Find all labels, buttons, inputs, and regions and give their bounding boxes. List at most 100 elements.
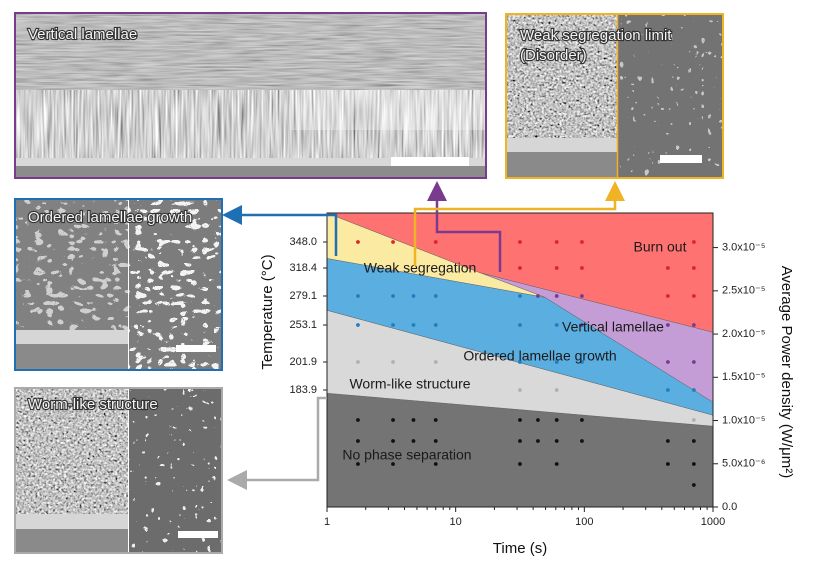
micrograph-highlight [290,90,485,130]
data-point [411,439,416,443]
micrograph-substrate [16,330,128,344]
data-point [356,294,360,298]
y-tick-label: 253.1 [289,319,317,331]
data-point [518,323,522,327]
data-point [665,439,670,443]
data-point [554,294,559,298]
micrograph-tint [16,200,128,330]
scale-bar [176,345,216,352]
panel-title: (Disorder) [520,47,587,64]
data-point [536,439,540,443]
micrograph-tint [618,15,722,177]
y2-tick-label: 2.5x10⁻⁵ [722,285,765,297]
data-point [691,439,696,443]
panel-title: Ordered lamellae growth [28,209,192,226]
micrograph-panel: Ordered lamellae growth [14,198,223,371]
data-point [665,323,670,327]
data-point [554,418,559,422]
panel-border [14,12,487,179]
data-point [411,294,416,298]
panel-title: Vertical lamellae [28,26,137,43]
y2-tick-label: 1.0x10⁻⁵ [722,414,765,426]
y-tick-label: 201.9 [289,356,317,368]
data-point [691,294,696,298]
data-point [518,266,522,270]
data-point [580,323,584,327]
connector-arrow [227,396,327,490]
region-label: No phase separation [342,447,471,463]
data-point [356,360,360,364]
micrograph-texture [16,90,485,158]
data-point [691,462,696,466]
y2-tick-label: 5.0x10⁻⁶ [722,458,765,470]
data-point [391,323,395,327]
data-point [665,294,670,298]
phase-diagram: No phase separation Worm-like structure Or… [289,212,765,528]
data-point [554,323,559,327]
data-point [433,462,438,466]
y-tick-label: 348.0 [289,236,317,248]
panel-border [505,13,724,179]
data-point [518,418,522,422]
micrograph-panel: Weak segregation limit (Disorder) [505,13,724,179]
micrograph-substrate [16,529,128,552]
panel-title: Worm-like structure [28,396,158,413]
region-label: Vertical lamellae [562,319,664,335]
y-tick-label: 279.1 [289,290,317,302]
data-point [518,360,522,364]
data-point [691,360,696,364]
panel-title: Weak segregation limit [520,27,672,44]
data-point [356,439,360,443]
scale-bar [660,155,702,163]
data-point [433,418,438,422]
connector-arrow [413,181,625,266]
data-point [691,388,696,392]
micrograph-substrate [16,344,128,369]
data-point [691,323,696,327]
data-point [356,462,360,466]
data-point [433,323,438,327]
region-label: Weak segregation [364,260,477,276]
data-point [518,439,522,443]
data-point [411,418,416,422]
data-point [411,323,416,327]
data-point [580,240,584,244]
data-point [554,462,559,466]
data-point [391,418,395,422]
y-axis-title: Temperature (°C) [259,254,276,369]
micrograph-panel: Worm-like structure [14,387,223,554]
y2-tick-label: 1.5x10⁻⁵ [722,371,765,383]
data-point [554,360,559,364]
data-point [518,388,522,392]
data-point [433,360,438,364]
data-point [433,240,438,244]
data-point [665,266,670,270]
x-tick-label: 100 [575,516,593,528]
y2-axis-title: Average Power density (W/μm²) [778,266,795,479]
micrograph-substrate [16,166,485,177]
data-point [691,240,696,244]
connector-arrow [222,205,338,256]
data-point [554,388,559,392]
plot-frame [326,212,714,508]
data-point [665,388,670,392]
y-tick-label: 318.4 [289,262,317,274]
micrograph-texture [16,200,128,330]
micrograph-texture [507,15,617,138]
data-point [518,240,522,244]
data-point [580,266,584,270]
data-point [554,439,559,443]
micrograph-panel: Vertical lamellae [14,12,487,179]
scale-bar [391,157,469,166]
data-point [536,418,540,422]
data-point [580,418,584,422]
data-point [391,360,395,364]
y2-tick-label: 0.0 [722,501,737,513]
data-point [391,240,395,244]
data-point [356,323,360,327]
scale-bar [178,531,218,538]
micrograph-texture [16,14,485,90]
data-point [580,360,584,364]
panel-border [14,198,223,371]
micrograph-substrate [507,152,617,177]
